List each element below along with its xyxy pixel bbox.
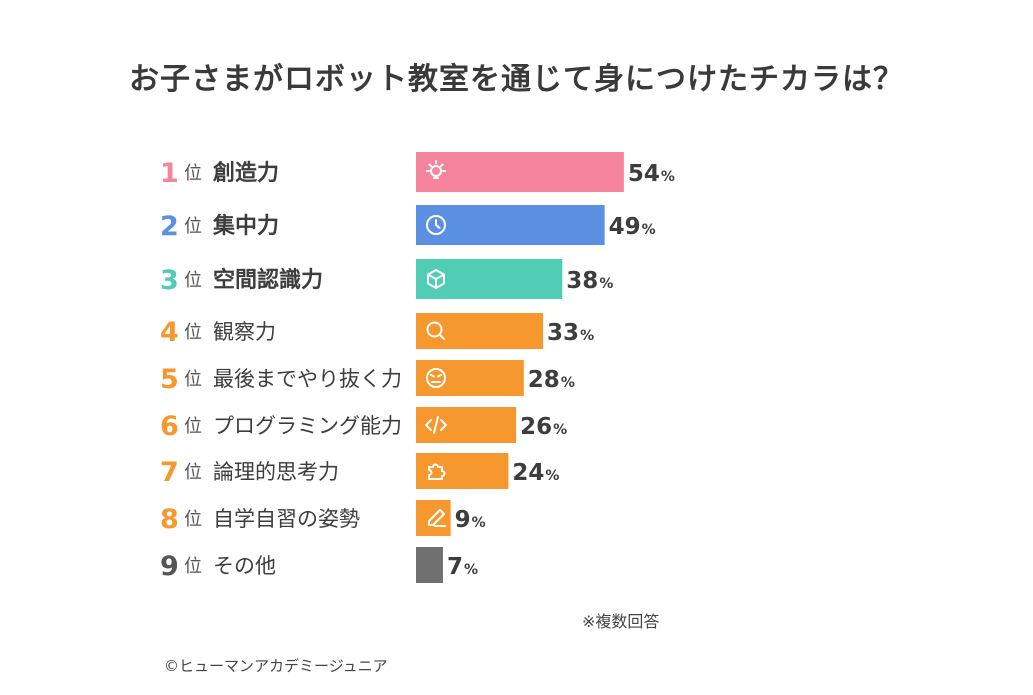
percent-sign: % [561,375,575,391]
percent-sign: % [642,222,656,238]
category-label: 集中力 [212,213,279,239]
value-label: 24% [512,460,559,486]
value-label: 54% [628,161,675,187]
bar-5 [416,360,524,396]
rank-suffix: 位 [184,462,202,483]
value-label: 9% [455,507,486,533]
bar-9 [416,547,443,583]
percent-sign: % [545,468,559,484]
rank-number: 2 [160,211,179,242]
rank-suffix: 位 [184,216,202,237]
category-label: 自学自習の姿勢 [213,507,360,531]
rank-number: 9 [160,551,179,582]
rank-suffix: 位 [184,509,202,530]
category-label: 空間認識力 [213,267,323,293]
category-label: 創造力 [213,161,279,186]
copyright-notice: ©ヒューマンアカデミージュニア [164,657,388,675]
rank-suffix: 位 [184,416,202,437]
rank-suffix: 位 [184,270,202,291]
value-label: 38% [566,268,613,294]
rank-number: 6 [160,411,179,442]
category-label: 観察力 [213,320,276,344]
value-label: 33% [547,320,594,346]
code-icon [425,416,447,434]
rank-number: 8 [160,504,179,535]
category-label: その他 [213,554,276,578]
value-label: 26% [520,414,567,440]
bar-4 [416,313,544,349]
pencil-icon [428,509,446,527]
bar-3 [416,259,563,299]
rank-number: 5 [160,364,179,395]
lightbulb-icon [426,160,446,179]
category-label: プログラミング能力 [213,414,402,438]
rank-number: 4 [160,317,179,348]
chart-title: お子さまがロボット教室を通じて身につけたチカラは？ [129,62,904,97]
percent-sign: % [599,276,613,292]
percent-sign: % [661,169,675,185]
determined-face-icon [426,368,446,388]
percent-sign: % [580,328,594,344]
category-label: 論理的思考力 [213,460,339,484]
value-label: 28% [528,367,575,393]
bar-6 [416,407,517,443]
percent-sign: % [464,562,478,578]
cube-icon [427,269,445,289]
category-label: 最後までやり抜く力 [213,367,402,391]
multiple-answers-note: ※複数回答 [582,612,660,631]
rank-number: 3 [160,265,179,296]
rank-suffix: 位 [184,556,202,577]
value-label: 7% [447,554,478,580]
bar-1 [416,152,624,192]
rank-number: 7 [160,457,179,488]
rank-suffix: 位 [184,322,202,343]
magnifier-icon [426,321,445,340]
puzzle-icon [428,463,446,480]
bar-2 [416,205,605,245]
rank-suffix: 位 [184,163,202,184]
rank-number: 1 [160,158,179,189]
value-label: 49% [609,214,656,240]
rank-suffix: 位 [184,369,202,390]
percent-sign: % [472,515,486,531]
percent-sign: % [553,422,567,438]
clock-icon [426,215,446,235]
